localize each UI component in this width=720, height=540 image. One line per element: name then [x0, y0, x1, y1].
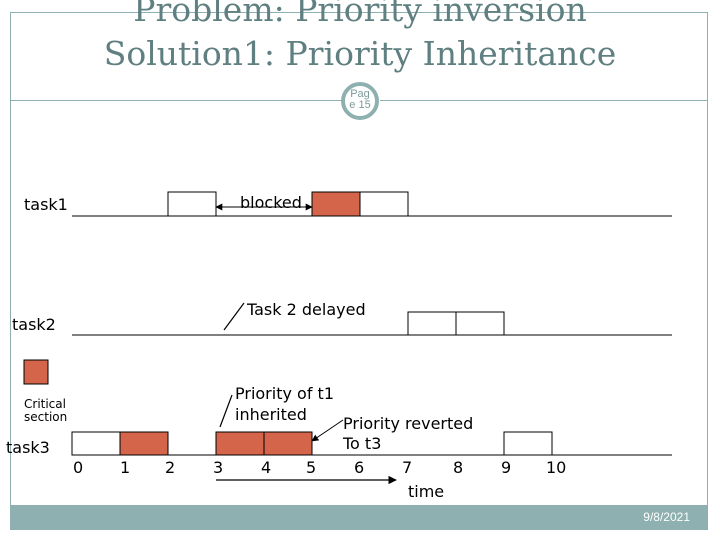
priority-reverted-annotation-line1: Priority reverted [343, 414, 474, 433]
task1-run-block [359, 191, 409, 217]
time-tick-1: 1 [120, 458, 131, 477]
priority-reverted-annotation-line2: To t3 [343, 434, 382, 453]
time-tick-7: 7 [402, 458, 413, 477]
title-divider-right [380, 100, 708, 101]
task2-label: task2 [12, 315, 56, 334]
critical-section-label-line1: Critical [24, 397, 66, 411]
footer-bar: 9/8/2021 [10, 505, 708, 530]
task2-delayed-pointer [223, 302, 245, 331]
task3-critical-block-inherited [263, 431, 313, 456]
time-tick-2: 2 [165, 458, 176, 477]
time-tick-5: 5 [306, 458, 317, 477]
priority-reverted-arrow [311, 419, 344, 442]
task2-run-block [455, 311, 505, 336]
time-tick-6: 6 [354, 458, 365, 477]
footer-date: 9/8/2021 [643, 510, 690, 524]
task3-critical-block-inherited [215, 431, 265, 456]
page-number-line2: e 15 [349, 99, 371, 111]
task1-label: task1 [24, 195, 68, 214]
task1-run-block [167, 191, 217, 217]
task3-critical-block [119, 431, 169, 456]
time-tick-10: 10 [546, 458, 567, 477]
critical-section-label-line2: section [24, 410, 68, 424]
priority-inherited-annotation-line2: inherited [235, 405, 307, 424]
task2-run-block [407, 311, 457, 336]
time-tick-8: 8 [453, 458, 464, 477]
slide-title-solution: Solution1: Priority Inheritance [103, 34, 617, 73]
task3-label: task3 [6, 438, 50, 457]
task3-run-block [71, 431, 121, 456]
task1-critical-block [311, 191, 361, 217]
priority-inherited-pointer [219, 394, 233, 428]
slide-title-problem: Problem: Priority inversion [133, 0, 587, 29]
priority-inherited-annotation-line1: Priority of t1 [235, 384, 334, 403]
time-tick-3: 3 [213, 458, 224, 477]
time-axis-label: time [408, 482, 445, 501]
blocked-annotation: blocked [240, 193, 302, 212]
task3-run-block [503, 431, 553, 456]
task2-delayed-annotation: Task 2 delayed [247, 300, 366, 319]
title-divider-left [10, 100, 342, 101]
time-tick-0: 0 [73, 458, 84, 477]
time-tick-9: 9 [501, 458, 512, 477]
page-number-badge: Pag e 15 [341, 82, 379, 120]
page-number-line1: Pag [350, 88, 370, 100]
critical-section-swatch [23, 359, 49, 385]
time-tick-4: 4 [261, 458, 272, 477]
